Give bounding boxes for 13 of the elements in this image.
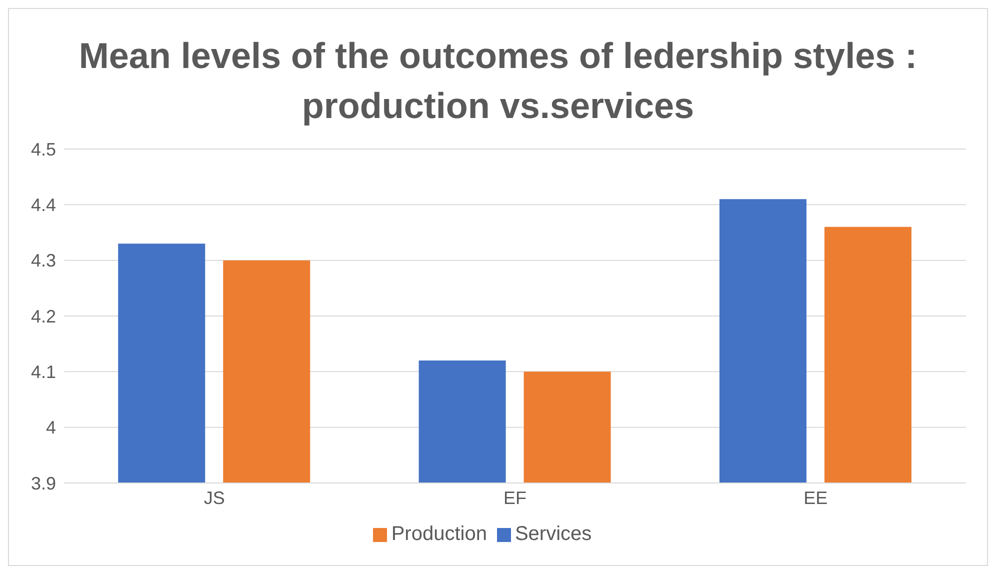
chart-title: Mean levels of the outcomes of ledership styles : production vs.services <box>78 34 918 128</box>
legend-label: Services <box>514 523 592 545</box>
x-tick-label: EF <box>503 488 527 508</box>
y-tick-label: 4.5 <box>30 139 56 160</box>
x-tick-label: EE <box>804 488 828 508</box>
y-tick-label: 4.4 <box>30 195 56 216</box>
x-tick-label: JS <box>204 488 225 508</box>
legend-label: Production <box>391 523 487 545</box>
y-tick-label: 4.3 <box>30 250 56 271</box>
y-tick-label: 4.1 <box>30 362 56 382</box>
y-tick-label: 4 <box>46 418 56 438</box>
y-tick-label: 3.9 <box>30 473 56 494</box>
y-tick-label: 4.2 <box>30 306 56 326</box>
